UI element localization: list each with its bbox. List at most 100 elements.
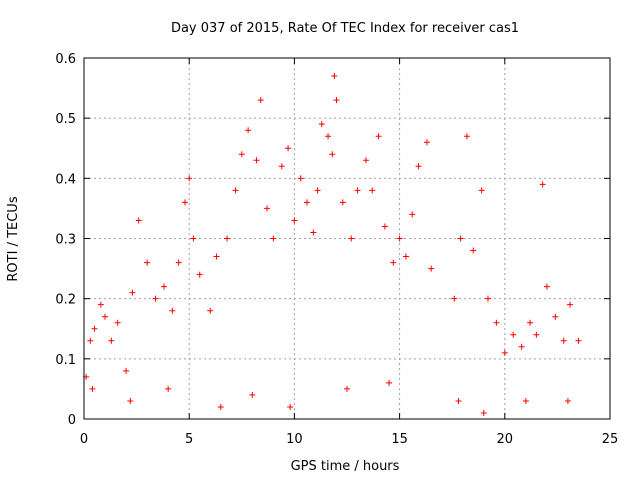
x-tick-label: 0 [80, 432, 88, 447]
x-tick-label: 15 [391, 432, 408, 447]
data-point [264, 205, 271, 212]
data-point [518, 343, 525, 350]
x-axis-label: GPS time / hours [291, 459, 400, 474]
x-tick-labels: 0 5 10 15 20 25 [80, 432, 618, 447]
data-point [175, 259, 182, 266]
data-point [339, 199, 346, 206]
data-point [318, 121, 325, 128]
data-point [291, 217, 298, 224]
y-tick-label: 0.1 [55, 353, 76, 368]
data-point [238, 151, 245, 158]
y-tick-label: 0.2 [55, 293, 76, 308]
grid-lines [84, 58, 610, 419]
data-point [369, 187, 376, 194]
data-point [533, 331, 540, 338]
data-point [224, 235, 231, 242]
data-point [333, 97, 340, 104]
data-point [381, 223, 388, 230]
data-point [144, 259, 151, 266]
data-point [348, 235, 355, 242]
data-point [484, 295, 491, 302]
data-point [102, 313, 109, 320]
y-tick-label: 0.3 [55, 233, 76, 248]
data-point [160, 283, 167, 290]
y-tick-label: 0.4 [55, 172, 76, 187]
data-point [543, 283, 550, 290]
data-point [213, 253, 220, 260]
data-point [217, 403, 224, 410]
data-points [83, 73, 582, 416]
y-tick-label: 0.5 [55, 112, 76, 127]
data-point [89, 385, 96, 392]
data-point [270, 235, 277, 242]
x-tick-label: 10 [286, 432, 303, 447]
data-point [451, 295, 458, 302]
data-point [135, 217, 142, 224]
data-point [253, 157, 260, 164]
data-point [564, 397, 571, 404]
data-point [97, 301, 104, 308]
data-point [278, 163, 285, 170]
y-tick-label: 0 [68, 413, 76, 428]
data-point [310, 229, 317, 236]
data-point [285, 145, 292, 152]
data-point [314, 187, 321, 194]
data-point [522, 397, 529, 404]
data-point [232, 187, 239, 194]
data-point [463, 133, 470, 140]
data-point [165, 385, 172, 392]
data-point [362, 157, 369, 164]
data-point [470, 247, 477, 254]
data-point [127, 397, 134, 404]
data-point [539, 181, 546, 188]
data-point [354, 187, 361, 194]
data-point [123, 367, 130, 374]
data-point [501, 349, 508, 356]
x-tick-label: 5 [185, 432, 193, 447]
x-tick-label: 25 [602, 432, 619, 447]
data-point [245, 127, 252, 134]
data-point [457, 235, 464, 242]
data-point [196, 271, 203, 278]
data-point [480, 409, 487, 416]
data-point [402, 253, 409, 260]
data-point [527, 319, 534, 326]
data-point [207, 307, 214, 314]
data-point [297, 175, 304, 182]
plot-frame [83, 57, 611, 420]
data-point [478, 187, 485, 194]
data-point [386, 379, 393, 386]
data-point [249, 391, 256, 398]
data-point [409, 211, 416, 218]
data-point [329, 151, 336, 158]
data-point [390, 259, 397, 266]
data-point [493, 319, 500, 326]
chart-title: Day 037 of 2015, Rate Of TEC Index for r… [171, 21, 519, 36]
data-point [575, 337, 582, 344]
data-point [257, 97, 264, 104]
data-point [423, 139, 430, 146]
data-point [560, 337, 567, 344]
data-point [552, 313, 559, 320]
data-point [91, 325, 98, 332]
data-point [455, 397, 462, 404]
y-tick-label: 0.6 [55, 52, 76, 67]
data-point [375, 133, 382, 140]
data-point [87, 337, 94, 344]
axis-ticks [83, 57, 611, 420]
data-point [287, 403, 294, 410]
data-point [186, 175, 193, 182]
data-point [325, 133, 332, 140]
data-point [108, 337, 115, 344]
data-point [190, 235, 197, 242]
data-point [396, 235, 403, 242]
y-tick-labels: 0 0.1 0.2 0.3 0.4 0.5 0.6 [55, 52, 76, 428]
data-point [181, 199, 188, 206]
data-point [114, 319, 121, 326]
data-point [169, 307, 176, 314]
data-point [567, 301, 574, 308]
data-point [304, 199, 311, 206]
data-point [152, 295, 159, 302]
data-point [415, 163, 422, 170]
